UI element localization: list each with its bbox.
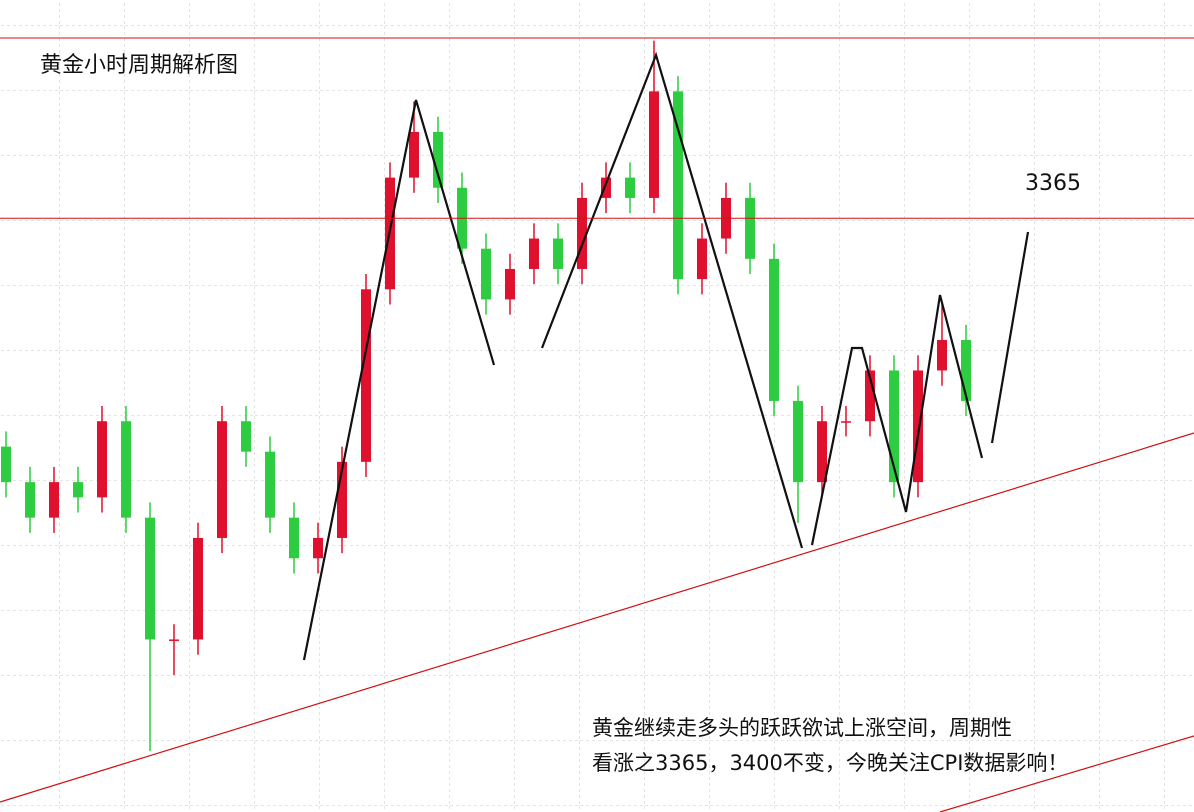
wave-line [302,99,496,661]
candle-body [409,131,419,178]
support-trendline [0,432,1194,803]
candle-body [697,238,707,280]
candle-body [241,421,251,452]
candle-body [49,482,59,518]
candle-body [481,248,491,300]
candle-body [361,289,371,462]
annotation: 黄金继续走多头的跃跃欲试上涨空间，周期性 [592,716,1012,740]
candle-body [505,268,515,300]
candle-body [337,461,347,538]
candle-body [193,537,203,640]
candle-body [913,370,923,483]
candle-body [289,517,299,559]
support-trendline-lower [939,735,1194,812]
candle-body [625,177,635,198]
candle-body [217,421,227,538]
candle-body [313,537,323,559]
candle-body [145,517,155,640]
candle-body [745,197,755,259]
candle-body [529,238,539,269]
wave-line [810,294,984,546]
candle-body [841,421,851,423]
candle-body [169,639,179,641]
candle-body [73,482,83,498]
candle-body [433,131,443,188]
candle-body [673,91,683,280]
chart-title: 黄金小时周期解析图 [40,53,238,78]
candles [1,40,971,752]
candle-body [577,197,587,269]
candle-body [265,451,275,518]
candle-body [649,91,659,198]
candle-body [1,446,11,483]
candle-body [553,238,563,269]
candle-body [817,421,827,483]
candle-body [865,370,875,422]
candle-body [937,340,947,371]
candle-body [121,421,131,518]
candle-body [889,370,899,483]
annotation: 看涨之3365，3400不变，今晚关注CPI数据影响！ [592,751,1068,775]
wave-line [540,51,804,549]
candle-body [97,421,107,498]
candle-body [769,258,779,401]
candle-body [793,400,803,483]
level-label: 3365 [1025,171,1081,196]
candle-body [961,340,971,401]
candle-body [601,177,611,198]
candle-body [25,482,35,518]
forecast-line [990,231,1030,444]
